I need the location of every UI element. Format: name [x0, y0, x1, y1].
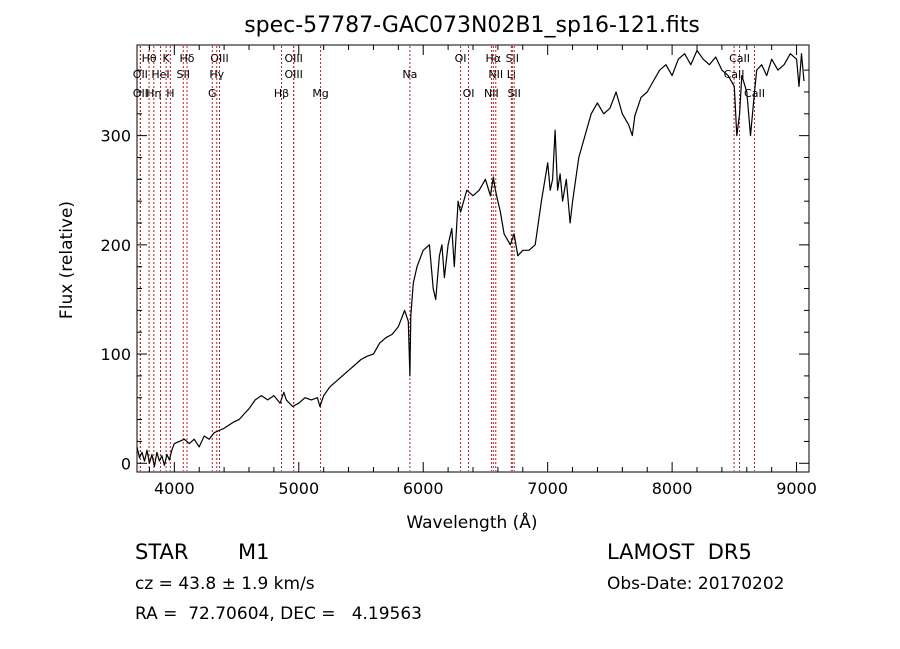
line-label-18: OI — [463, 87, 475, 100]
object-class: STAR — [135, 540, 189, 564]
x-tick-label-3: 7000 — [527, 479, 568, 498]
line-label-5: K — [163, 52, 171, 65]
x-tick-label-1: 5000 — [278, 479, 319, 498]
line-label-7: SII — [177, 68, 190, 81]
line-label-6: H — [166, 87, 174, 100]
axis-ticks: 4000 5000 6000 7000 8000 9000 0 100 200 300 — [100, 45, 817, 498]
x-tick-label-2: 6000 — [403, 479, 444, 498]
line-label-13: OIII — [284, 68, 302, 81]
flux-line-0 — [136, 49, 805, 468]
plot-frame — [136, 44, 810, 473]
line-label-16: Na — [402, 68, 417, 81]
line-label-2: OII — [133, 87, 148, 100]
line-label-20: NII — [488, 68, 503, 81]
observation-date: Obs-Date: 20170202 — [607, 574, 785, 594]
y-tick-label-1: 100 — [100, 345, 131, 364]
line-label-3: HeI — [151, 68, 169, 81]
y-tick-label-2: 200 — [100, 236, 131, 255]
line-label-24: SII — [507, 87, 520, 100]
y-tick-label-0: 0 — [121, 454, 131, 473]
x-tick-label-0: 4000 — [154, 479, 195, 498]
x-tick-label-4: 8000 — [652, 479, 693, 498]
y-tick-label-3: 300 — [100, 127, 131, 146]
coordinates: RA = 72.70604, DEC = 4.19563 — [135, 604, 422, 624]
survey-name: LAMOST DR5 — [607, 540, 752, 564]
line-label-14: Hβ — [274, 87, 289, 100]
line-label-22: SII — [506, 52, 519, 65]
line-label-21: NII — [484, 87, 499, 100]
object-subclass: M1 — [238, 540, 270, 564]
line-label-15: Mg — [312, 87, 328, 100]
chart-title: spec-57787-GAC073N02B1_sp16-121.fits — [244, 13, 700, 38]
line-label-17: OI — [455, 52, 467, 65]
line-label-23: Li — [507, 68, 516, 81]
x-axis-label: Wavelength (Å) — [406, 511, 537, 533]
x-tick-label-5: 9000 — [776, 479, 817, 498]
line-label-4: Hη — [146, 87, 161, 100]
flux-series — [136, 49, 805, 468]
line-label-10: Hγ — [209, 68, 224, 81]
line-label-25: CaII — [729, 52, 750, 65]
line-label-0: Hθ — [142, 52, 157, 65]
line-label-11: G — [208, 87, 217, 100]
line-label-9: OIII — [210, 52, 228, 65]
line-label-19: Hα — [486, 52, 502, 65]
y-axis-label: Flux (relative) — [57, 201, 77, 319]
redshift-cz: cz = 43.8 ± 1.9 km/s — [135, 574, 315, 594]
line-label-8: Hδ — [180, 52, 195, 65]
